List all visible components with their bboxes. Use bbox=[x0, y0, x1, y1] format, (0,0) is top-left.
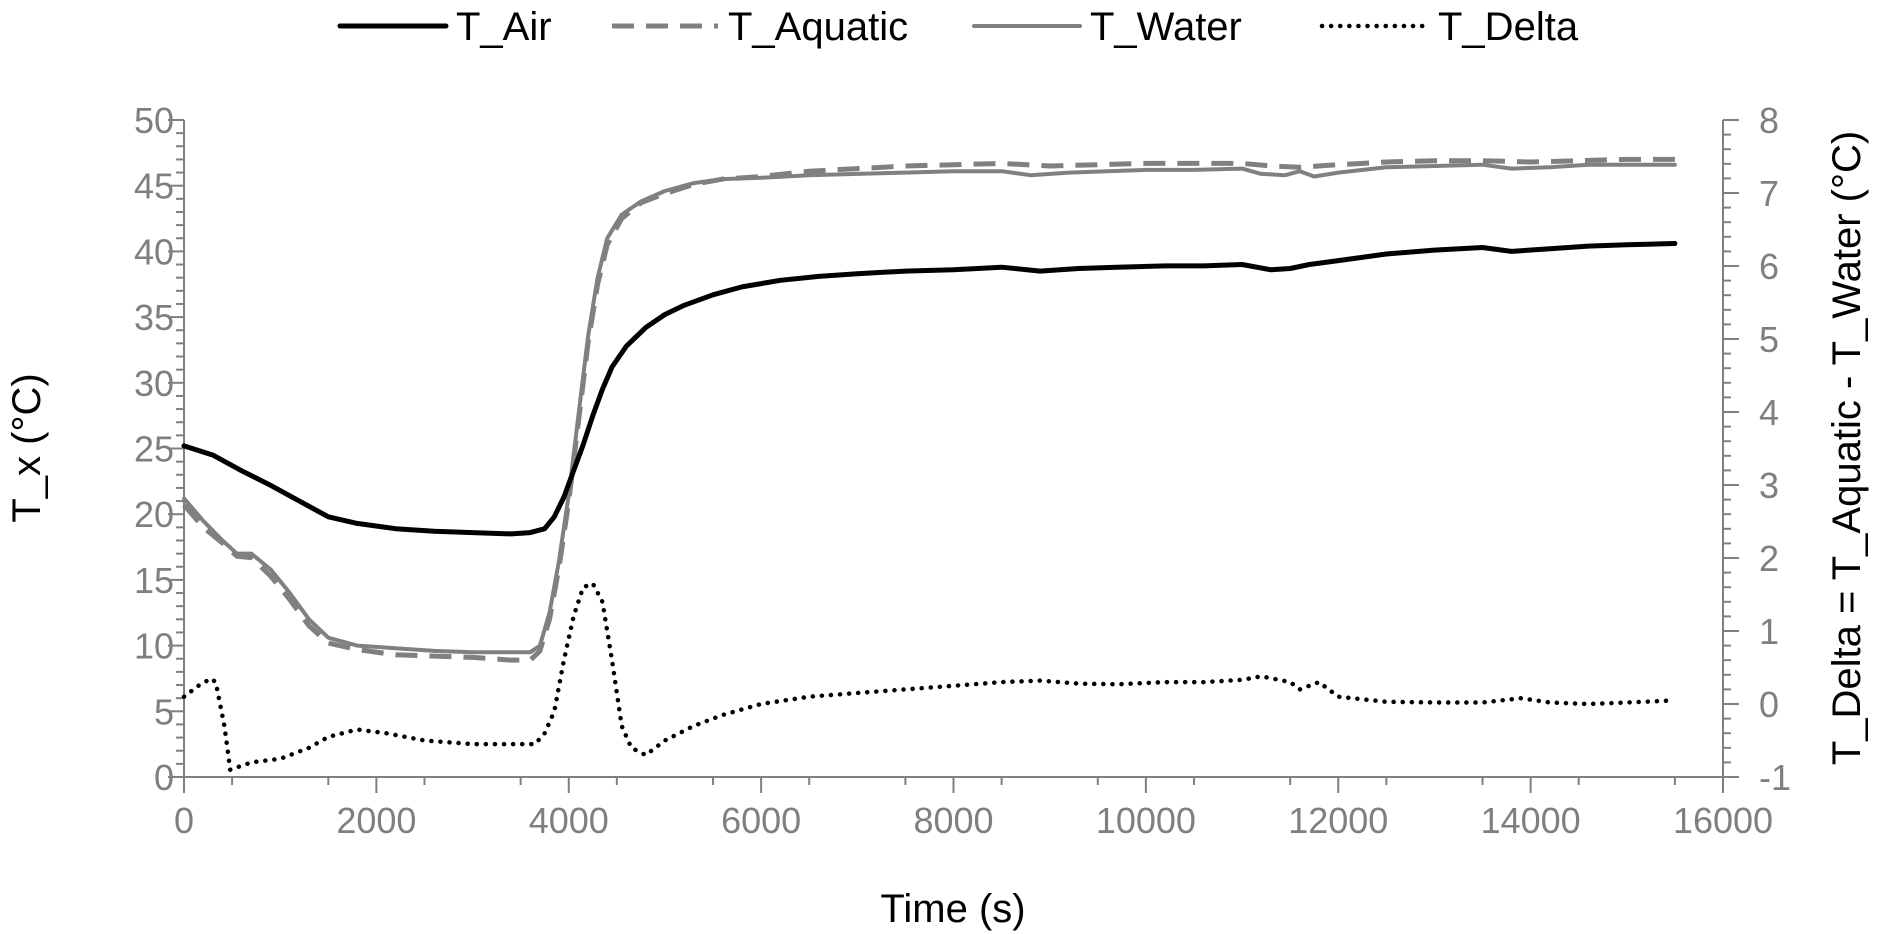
chart-legend: T_Air T_Aquatic T_Water T_Delta bbox=[337, 5, 1579, 49]
x-tick-label: 16000 bbox=[1673, 800, 1773, 841]
right-y-tick-label: 2 bbox=[1759, 538, 1779, 579]
series-lines bbox=[181, 156, 1678, 772]
right-y-tick-label: 7 bbox=[1759, 173, 1779, 214]
series-line-t-aquatic bbox=[182, 156, 1675, 663]
x-tick-label: 4000 bbox=[529, 800, 609, 841]
right-y-tick-label: 8 bbox=[1759, 100, 1779, 141]
legend-label-t-air: T_Air bbox=[456, 5, 552, 49]
left-y-tick-label: 45 bbox=[134, 166, 174, 207]
right-y-tick-label: 5 bbox=[1759, 319, 1779, 360]
left-y-tick-label: 30 bbox=[134, 363, 174, 404]
right-y-tick-label: 0 bbox=[1759, 684, 1779, 725]
left-y-tick-label: 20 bbox=[134, 494, 174, 535]
left-y-tick-label: 5 bbox=[154, 691, 174, 732]
right-y-tick-label: 6 bbox=[1759, 246, 1779, 287]
left-y-tick-label: 10 bbox=[134, 626, 174, 667]
right-y-axis-title: T_Delta = T_Aquatic - T_Water (°C) bbox=[1825, 131, 1869, 765]
x-tick-label: 14000 bbox=[1481, 800, 1581, 841]
x-tick-label: 6000 bbox=[721, 800, 801, 841]
right-y-tick-label: -1 bbox=[1759, 757, 1791, 798]
legend-label-t-aquatic: T_Aquatic bbox=[728, 5, 908, 49]
left-y-tick-label: 0 bbox=[154, 757, 174, 798]
left-y-tick-label: 50 bbox=[134, 100, 174, 141]
series-line-t-air bbox=[181, 241, 1678, 537]
x-tick-label: 0 bbox=[174, 800, 194, 841]
x-tick-label: 8000 bbox=[913, 800, 993, 841]
left-y-tick-label: 25 bbox=[134, 429, 174, 470]
series-line-t-water bbox=[182, 162, 1677, 655]
x-axis-title: Time (s) bbox=[880, 887, 1025, 931]
series-line-t-delta bbox=[181, 581, 1678, 772]
legend-label-t-water: T_Water bbox=[1090, 5, 1242, 49]
left-y-tick-label: 40 bbox=[134, 231, 174, 272]
left-y-axis-title: T_x (°C) bbox=[5, 373, 49, 522]
right-y-tick-label: 4 bbox=[1759, 392, 1779, 433]
x-tick-label: 12000 bbox=[1288, 800, 1388, 841]
chart-axes bbox=[183, 120, 1724, 778]
left-y-tick-label: 15 bbox=[134, 560, 174, 601]
x-tick-label: 10000 bbox=[1096, 800, 1196, 841]
right-y-tick-label: 1 bbox=[1759, 611, 1779, 652]
left-y-tick-label: 35 bbox=[134, 297, 174, 338]
legend-label-t-delta: T_Delta bbox=[1438, 5, 1579, 49]
right-y-tick-label: 3 bbox=[1759, 465, 1779, 506]
axis-ticks: 0 2000 4000 6000 8000 10000 12000 14000 16000 0 5 1… bbox=[134, 100, 1791, 841]
x-tick-label: 2000 bbox=[336, 800, 416, 841]
